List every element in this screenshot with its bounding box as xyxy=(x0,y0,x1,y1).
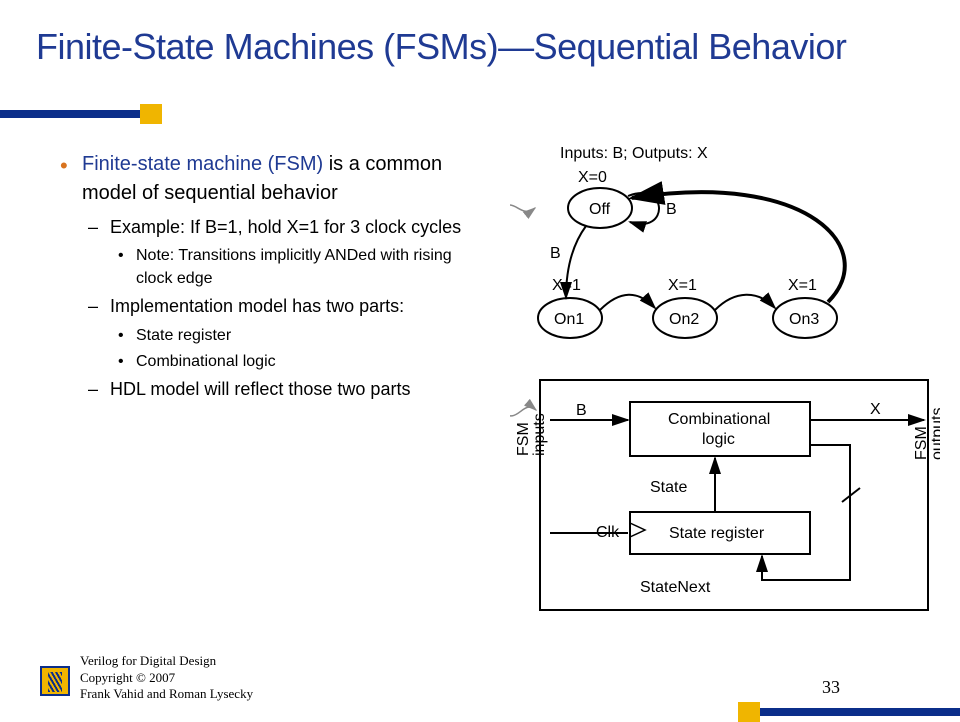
footer-credits: Verilog for Digital Design Copyright © 2… xyxy=(80,653,253,702)
io-label: Inputs: B; Outputs: X xyxy=(560,145,708,162)
edge-on2-on3 xyxy=(715,295,775,310)
bullet-level2: Example: If B=1, hold X=1 for 3 clock cy… xyxy=(82,214,480,240)
bullet-lead-colored: Finite-state machine (FSM) xyxy=(82,153,323,175)
state-on3-label: On3 xyxy=(789,311,819,328)
out-x1-2: X=1 xyxy=(668,277,697,294)
comb-logic-l1: Combinational xyxy=(668,411,770,428)
comb-logic-l2: logic xyxy=(702,431,735,448)
bullet-level3: Note: Transitions implicitly ANDed with … xyxy=(110,244,480,290)
edge-on1-on2 xyxy=(600,295,655,310)
bullet-level3: Combinational logic xyxy=(110,350,480,373)
bullet-level1: Finite-state machine (FSM) is a common m… xyxy=(60,150,480,208)
impl-state-label: State xyxy=(650,479,687,496)
accent-bar-bottom xyxy=(760,708,960,716)
impl-statenext-label: StateNext xyxy=(640,579,711,596)
slide-title: Finite-State Machines (FSMs)—Sequential … xyxy=(36,26,846,68)
impl-b-label: B xyxy=(576,402,587,419)
diagram-area: Inputs: B; Outputs: X X=0 Off B X=1 On1 … xyxy=(510,140,940,660)
state-on2-label: On2 xyxy=(669,311,699,328)
footer-line2: Copyright © 2007 xyxy=(80,670,253,686)
accent-bar-top xyxy=(0,110,140,118)
out-x0: X=0 xyxy=(578,169,607,186)
fsm-outputs-l1: FSM xyxy=(913,426,930,460)
bullet-level2: Implementation model has two parts: xyxy=(82,293,480,319)
impl-x-label: X xyxy=(870,401,881,418)
bullet-level2: HDL model will reflect those two parts xyxy=(82,376,480,402)
squiggle-arrow-1 xyxy=(510,195,535,215)
page-number: 33 xyxy=(822,677,840,698)
bullet-content: Finite-state machine (FSM) is a common m… xyxy=(60,150,480,406)
footer-line1: Verilog for Digital Design xyxy=(80,653,253,669)
fsm-outputs-l2: outputs xyxy=(929,408,940,460)
fsm-inputs-l1: FSM xyxy=(515,422,532,456)
bullet-level3: State register xyxy=(110,324,480,347)
state-register-label: State register xyxy=(669,525,765,542)
edge-off-self-label: B xyxy=(666,201,677,218)
fsm-inputs-l2: inputs xyxy=(531,413,548,456)
logo-icon xyxy=(40,666,70,696)
out-x1-3: X=1 xyxy=(788,277,817,294)
footer-line3: Frank Vahid and Roman Lysecky xyxy=(80,686,253,702)
state-off-label: Off xyxy=(589,201,611,218)
state-on1-label: On1 xyxy=(554,311,584,328)
edge-off-on1-label: B xyxy=(550,245,561,262)
